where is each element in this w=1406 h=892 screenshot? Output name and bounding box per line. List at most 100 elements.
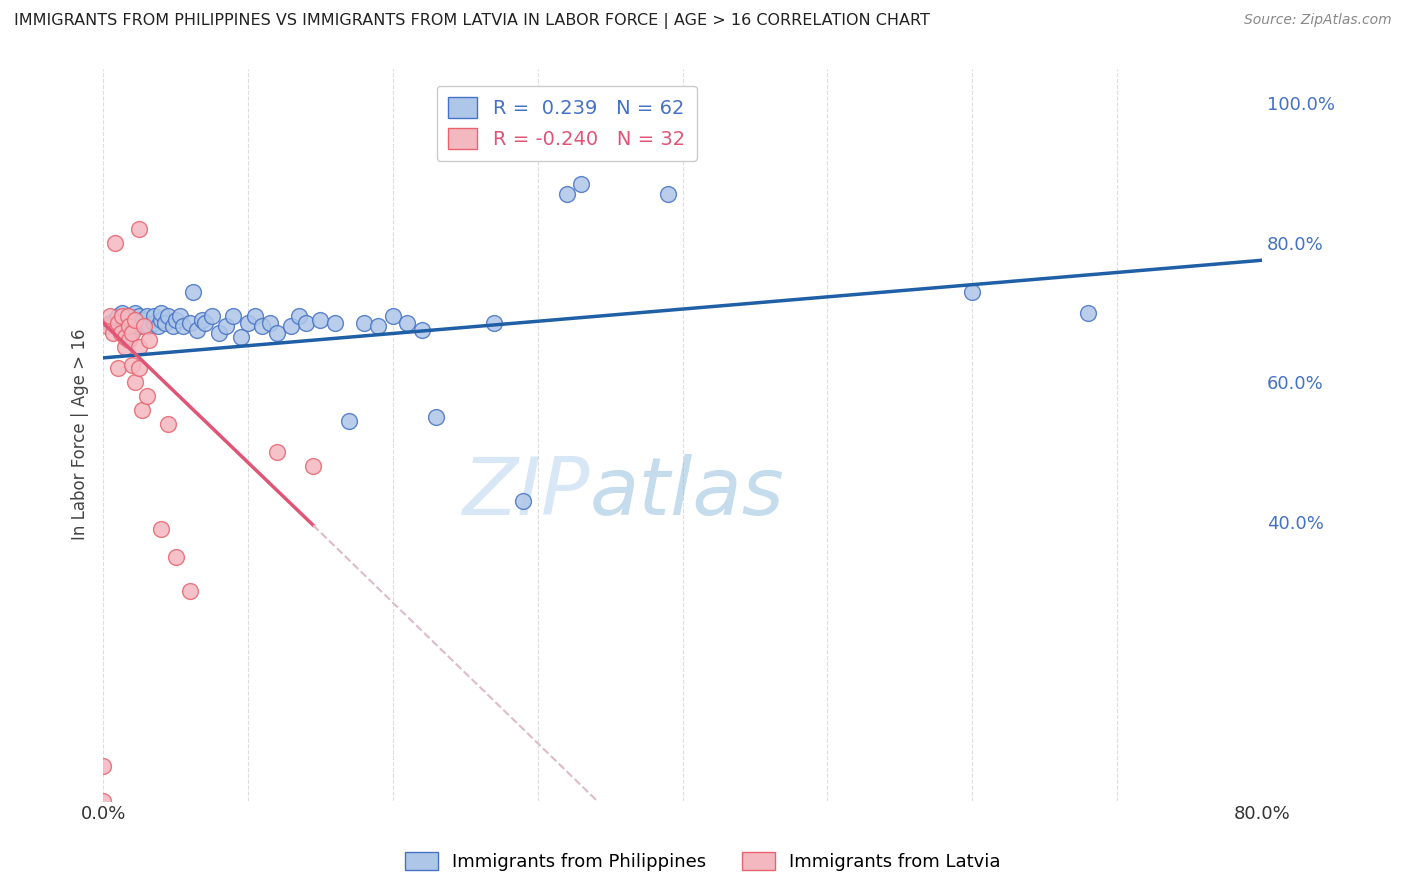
Point: [91, 794, 114, 808]
Y-axis label: In Labor Force | Age > 16: In Labor Force | Age > 16: [72, 329, 89, 541]
Point: [215, 319, 238, 334]
Point: [425, 410, 447, 425]
Point: [569, 177, 592, 191]
Point: [222, 309, 245, 323]
Point: [135, 309, 157, 323]
Point: [104, 312, 127, 326]
Point: [100, 309, 122, 323]
Point: [121, 312, 143, 326]
Point: [266, 445, 288, 459]
Point: [114, 319, 136, 334]
Point: [104, 235, 127, 250]
Point: [657, 187, 679, 202]
Point: [124, 312, 146, 326]
Point: [236, 316, 259, 330]
Point: [118, 309, 141, 323]
Point: [118, 319, 141, 334]
Point: [131, 312, 153, 326]
Point: [512, 493, 534, 508]
Point: [128, 361, 150, 376]
Point: [124, 316, 146, 330]
Point: [150, 312, 173, 326]
Point: [960, 285, 983, 299]
Legend: R =  0.239   N = 62, R = -0.240   N = 32: R = 0.239 N = 62, R = -0.240 N = 32: [436, 86, 697, 161]
Point: [155, 316, 177, 330]
Point: [259, 316, 281, 330]
Legend: Immigrants from Philippines, Immigrants from Latvia: Immigrants from Philippines, Immigrants …: [398, 846, 1008, 879]
Point: [367, 319, 389, 334]
Point: [165, 312, 187, 326]
Point: [91, 758, 114, 772]
Point: [157, 309, 180, 323]
Point: [118, 334, 141, 348]
Point: [146, 319, 169, 334]
Point: [96, 319, 118, 334]
Point: [157, 417, 180, 431]
Point: [266, 326, 288, 341]
Point: [131, 403, 153, 417]
Point: [353, 316, 375, 330]
Point: [118, 316, 141, 330]
Point: [121, 358, 143, 372]
Point: [114, 340, 136, 354]
Point: [295, 316, 318, 330]
Point: [280, 319, 302, 334]
Point: [135, 389, 157, 403]
Point: [193, 316, 215, 330]
Text: atlas: atlas: [589, 454, 785, 533]
Point: [128, 222, 150, 236]
Point: [287, 309, 309, 323]
Point: [107, 316, 129, 330]
Point: [100, 316, 122, 330]
Point: [179, 584, 201, 599]
Point: [169, 309, 191, 323]
Point: [190, 312, 212, 326]
Point: [135, 319, 157, 334]
Point: [103, 326, 125, 341]
Point: [121, 326, 143, 341]
Point: [124, 305, 146, 319]
Point: [555, 187, 578, 202]
Point: [165, 549, 187, 564]
Point: [132, 319, 155, 334]
Point: [309, 312, 332, 326]
Point: [114, 330, 136, 344]
Point: [381, 309, 404, 323]
Point: [181, 285, 204, 299]
Point: [1077, 305, 1099, 319]
Text: ZIP: ZIP: [463, 454, 589, 533]
Point: [208, 326, 231, 341]
Point: [323, 316, 346, 330]
Point: [411, 323, 433, 337]
Point: [302, 458, 325, 473]
Point: [252, 319, 274, 334]
Point: [111, 305, 134, 319]
Point: [138, 334, 160, 348]
Point: [179, 316, 201, 330]
Point: [121, 323, 143, 337]
Point: [128, 309, 150, 323]
Point: [396, 316, 419, 330]
Point: [117, 309, 139, 323]
Point: [124, 376, 146, 390]
Text: IMMIGRANTS FROM PHILIPPINES VS IMMIGRANTS FROM LATVIA IN LABOR FORCE | AGE > 16 : IMMIGRANTS FROM PHILIPPINES VS IMMIGRANT…: [14, 13, 929, 29]
Point: [186, 323, 208, 337]
Point: [245, 309, 267, 323]
Point: [110, 326, 132, 341]
Point: [201, 309, 224, 323]
Point: [162, 319, 184, 334]
Point: [150, 522, 173, 536]
Point: [128, 319, 150, 334]
Point: [138, 319, 160, 334]
Point: [128, 340, 150, 354]
Point: [484, 316, 506, 330]
Point: [150, 305, 173, 319]
Point: [142, 309, 165, 323]
Text: Source: ZipAtlas.com: Source: ZipAtlas.com: [1244, 13, 1392, 28]
Point: [229, 330, 252, 344]
Point: [107, 361, 129, 376]
Point: [107, 309, 129, 323]
Point: [172, 319, 194, 334]
Point: [111, 309, 134, 323]
Point: [337, 414, 360, 428]
